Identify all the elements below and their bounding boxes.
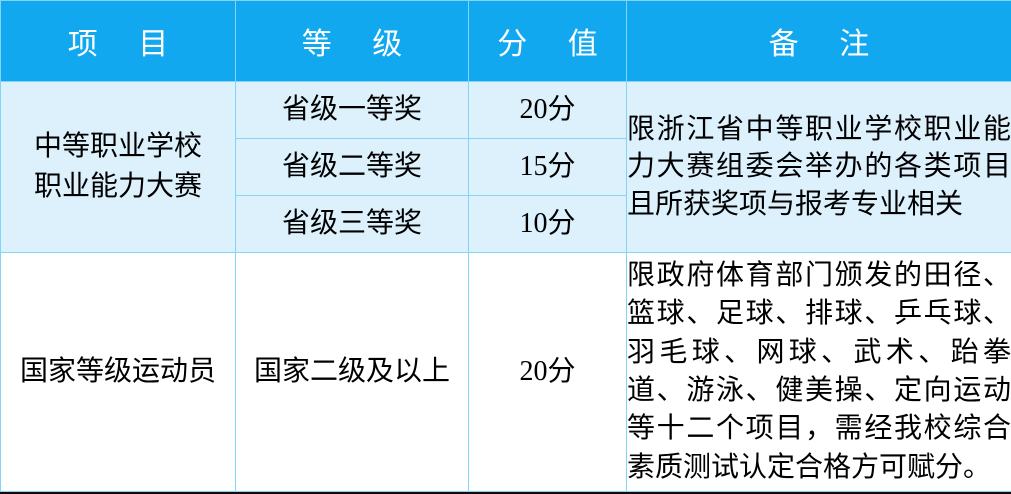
score-value: 20分	[519, 355, 576, 387]
table-header: 项 目 等 级 分 值 备 注	[0, 0, 1011, 82]
level-label: 省级三等奖	[281, 207, 422, 239]
cell-score-provincial-third: 10分	[468, 195, 627, 253]
table-row: 中等职业学校 职业能力大赛 省级一等奖 20分 限浙江省中等职业学校职业能力大赛…	[0, 81, 1011, 253]
column-header-item: 项 目	[0, 0, 236, 82]
column-header-remark: 备 注	[626, 0, 1011, 82]
score-value: 20分	[519, 93, 576, 125]
column-header-level: 等 级	[235, 0, 469, 82]
cell-score-provincial-first: 20分	[468, 81, 627, 139]
item-label-line1: 中等职业学校	[33, 131, 202, 163]
cell-item-vocational-competition: 中等职业学校 职业能力大赛	[0, 81, 236, 253]
item-label-line2: 职业能力大赛	[33, 171, 202, 202]
level-label: 省级一等奖	[281, 93, 422, 125]
cell-score-national-second: 20分	[468, 252, 627, 492]
cell-level-provincial-third: 省级三等奖	[235, 195, 469, 253]
remark-text: 限政府体育部门颁发的田径、篮球、足球、排球、乒乓球、羽毛球、网球、武术、跆拳道、…	[627, 259, 1011, 483]
table-row: 国家等级运动员 国家二级及以上 20分 限政府体育部门颁发的田径、篮球、足球、排…	[0, 252, 1011, 492]
score-value: 10分	[519, 207, 576, 239]
bottom-rule	[0, 492, 1011, 494]
remark-text: 限浙江省中等职业学校职业能力大赛组委会举办的各类项目且所获奖项与报考专业相关	[627, 114, 1011, 220]
level-label: 国家二级及以上	[253, 355, 450, 387]
cell-level-national-second: 国家二级及以上	[235, 252, 469, 492]
table-row: 省级二等奖 15分	[1, 138, 1011, 196]
cell-level-provincial-second: 省级二等奖	[235, 138, 469, 196]
cell-level-provincial-first: 省级一等奖	[235, 81, 469, 139]
item-label: 国家等级运动员	[19, 355, 216, 387]
level-label: 省级二等奖	[281, 150, 422, 182]
cell-item-national-athlete: 国家等级运动员	[0, 252, 236, 492]
cell-remark-national-athlete: 限政府体育部门颁发的田径、篮球、足球、排球、乒乓球、羽毛球、网球、武术、跆拳道、…	[626, 252, 1011, 492]
cell-score-provincial-second: 15分	[468, 138, 627, 196]
table-body: 中等职业学校 职业能力大赛 省级一等奖 20分 限浙江省中等职业学校职业能力大赛…	[0, 81, 1011, 492]
cell-remark-vocational-competition: 限浙江省中等职业学校职业能力大赛组委会举办的各类项目且所获奖项与报考专业相关	[626, 81, 1011, 253]
score-value: 15分	[519, 150, 576, 182]
column-header-score: 分 值	[468, 0, 627, 82]
header-row: 项 目 等 级 分 值 备 注	[0, 0, 1011, 82]
